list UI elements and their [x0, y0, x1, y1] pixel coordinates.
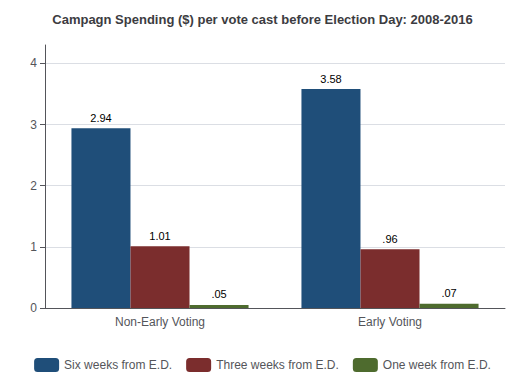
- svg-text:.96: .96: [382, 233, 397, 245]
- svg-text:.05: .05: [211, 288, 226, 300]
- svg-text:2.94: 2.94: [90, 112, 111, 124]
- svg-text:3.58: 3.58: [320, 73, 341, 85]
- svg-text:Early Voting: Early Voting: [358, 315, 422, 329]
- svg-text:Non-Early Voting: Non-Early Voting: [115, 315, 205, 329]
- svg-text:3: 3: [30, 118, 37, 132]
- svg-text:.07: .07: [441, 287, 456, 299]
- svg-text:0: 0: [30, 301, 37, 315]
- svg-text:Three weeks from E.D.: Three weeks from E.D.: [216, 358, 339, 372]
- svg-text:1.01: 1.01: [149, 230, 170, 242]
- svg-text:4: 4: [30, 56, 37, 70]
- svg-text:Campagn Spending ($) per vote: Campagn Spending ($) per vote cast befor…: [52, 12, 472, 27]
- svg-text:2: 2: [30, 179, 37, 193]
- svg-text:1: 1: [30, 240, 37, 254]
- svg-text:One week from E.D.: One week from E.D.: [383, 358, 491, 372]
- svg-text:Six weeks from E.D.: Six weeks from E.D.: [64, 358, 172, 372]
